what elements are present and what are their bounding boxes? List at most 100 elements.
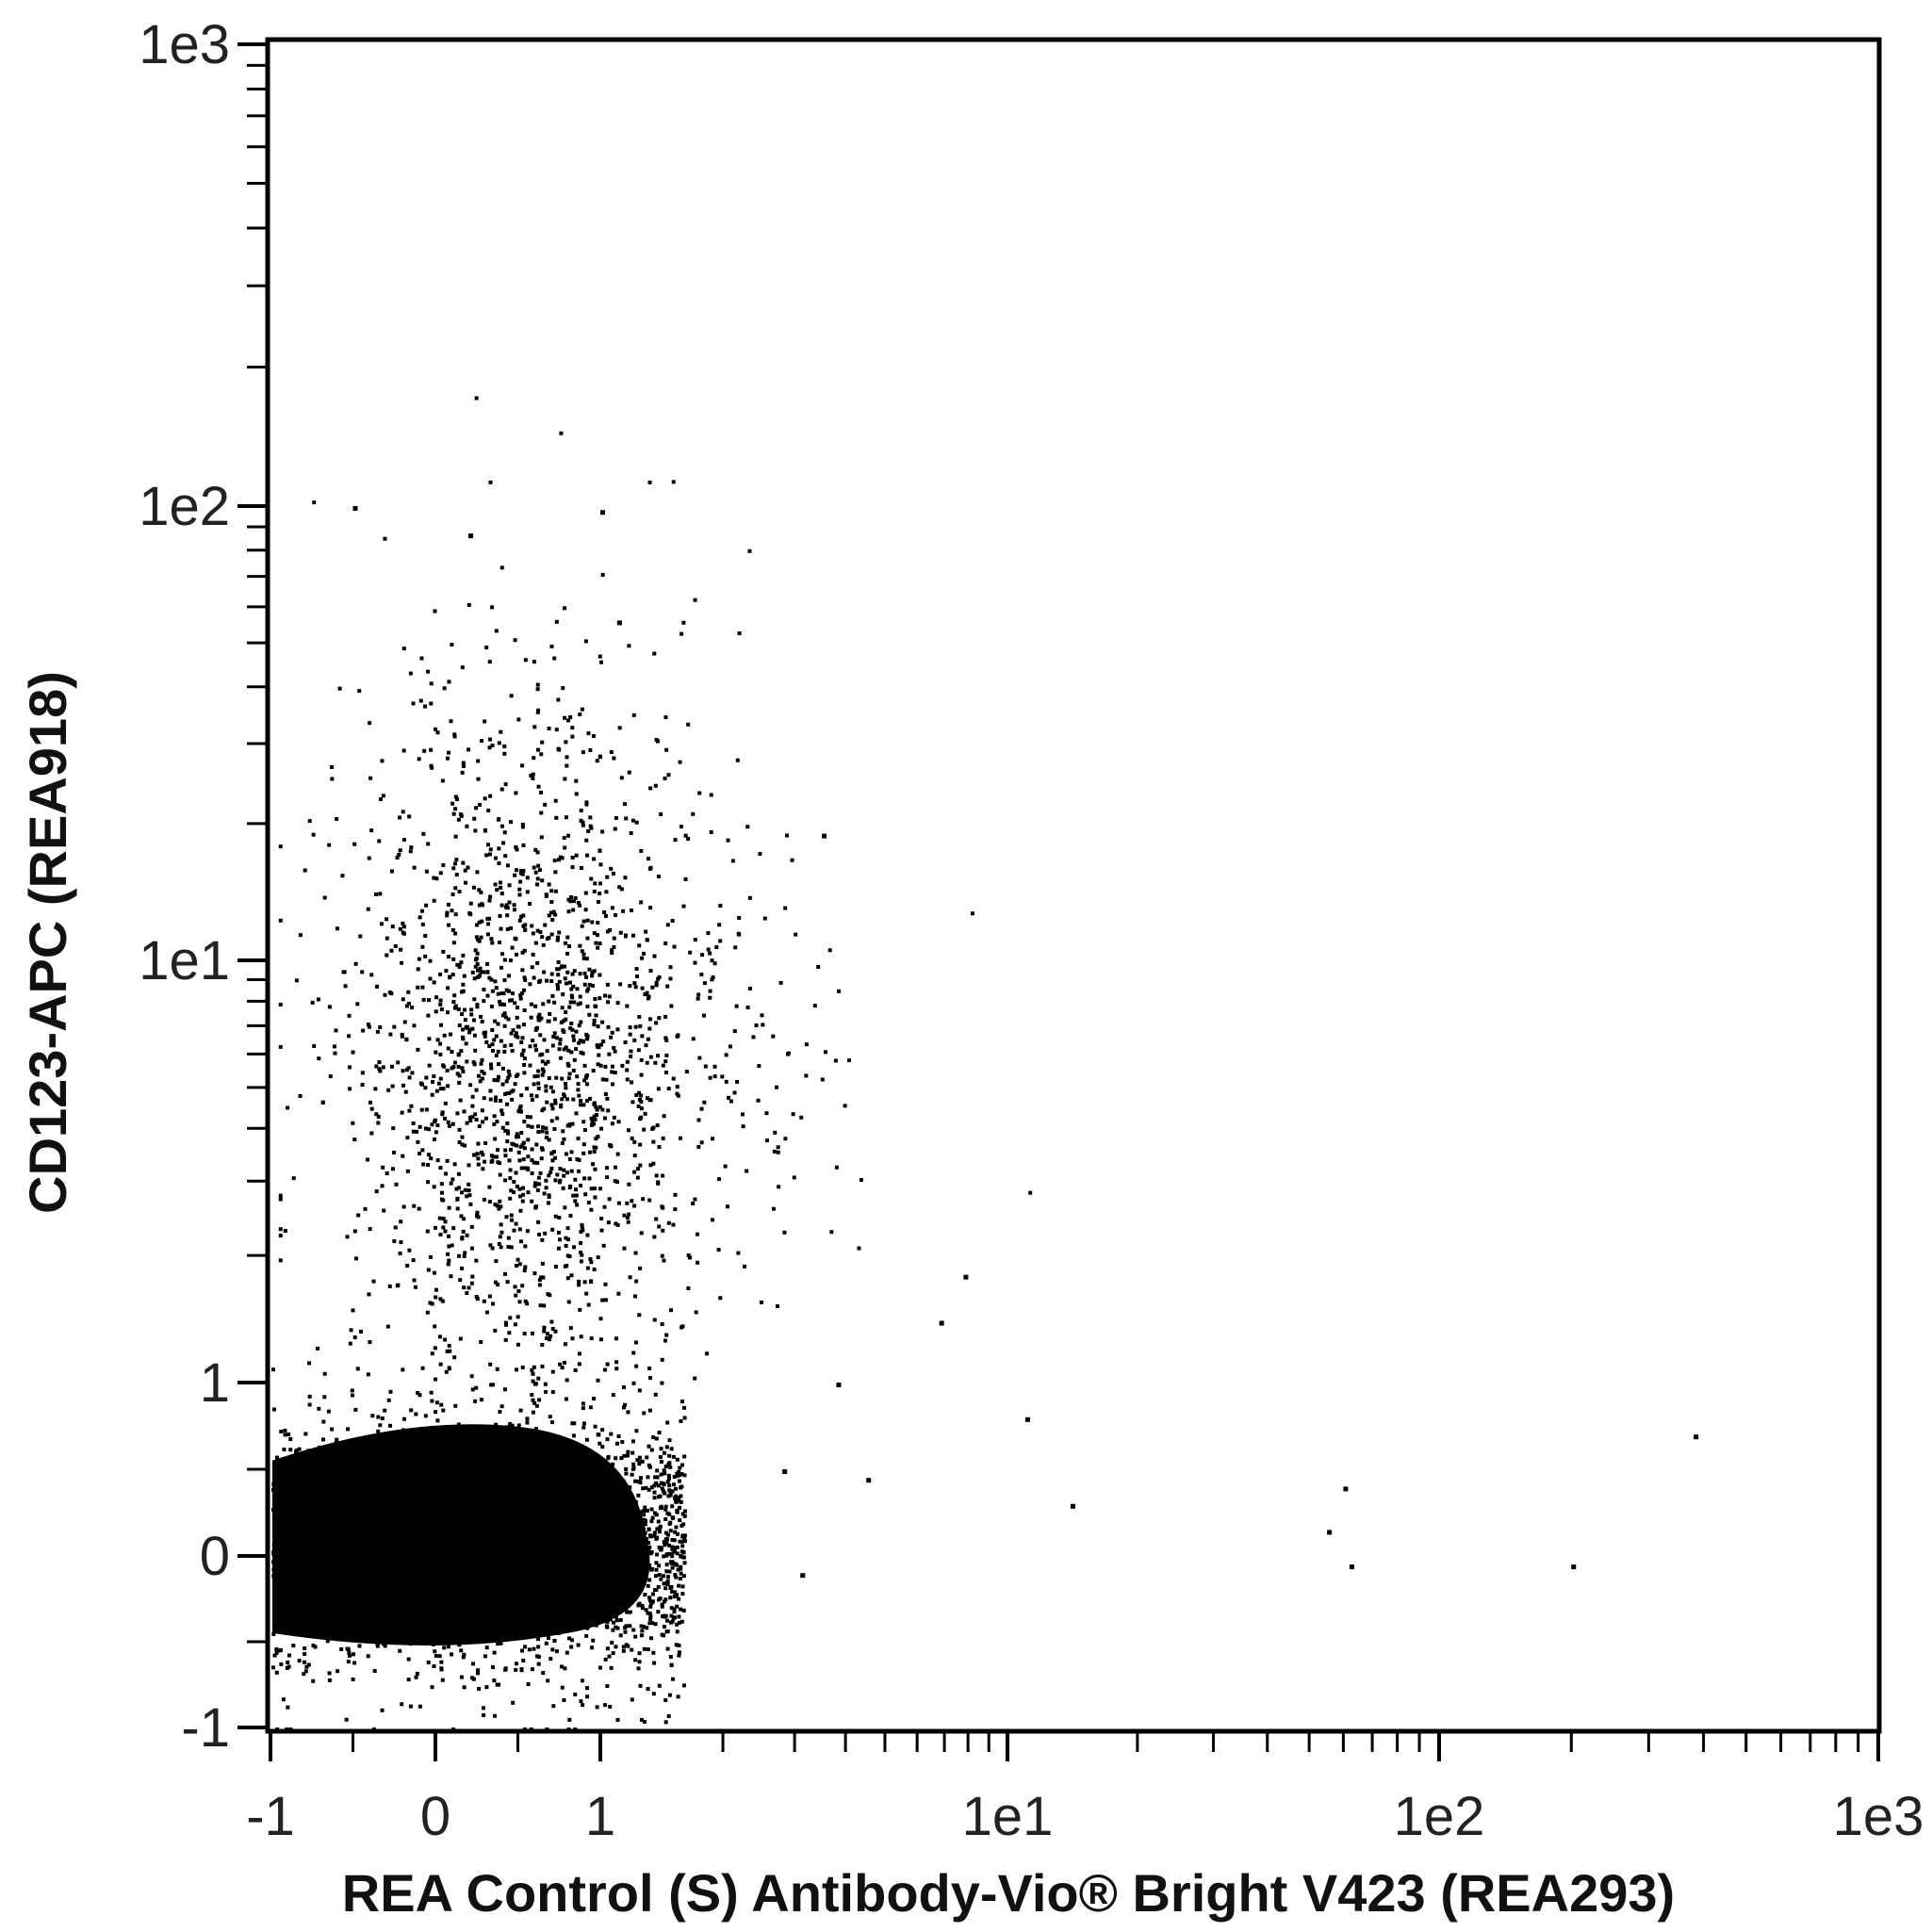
data-point <box>467 1476 471 1481</box>
data-point <box>449 719 453 724</box>
data-point <box>445 1349 450 1353</box>
data-point <box>488 1621 493 1626</box>
data-point <box>545 1130 549 1135</box>
data-point <box>570 1574 575 1579</box>
data-point <box>637 1097 642 1102</box>
data-point <box>609 1432 614 1436</box>
data-point <box>663 1338 667 1343</box>
data-point <box>668 965 673 970</box>
data-point <box>411 1639 416 1644</box>
data-point <box>675 1085 679 1089</box>
data-point <box>516 1437 521 1442</box>
data-point <box>644 1043 648 1048</box>
data-point <box>674 1575 679 1580</box>
data-point <box>432 1270 436 1275</box>
data-point <box>288 1479 293 1483</box>
data-point <box>489 1066 494 1071</box>
data-point <box>297 1519 302 1524</box>
data-point <box>607 994 612 999</box>
data-point <box>482 1712 486 1717</box>
data-point <box>361 1028 366 1033</box>
data-point <box>585 918 590 923</box>
data-point <box>678 1473 682 1478</box>
data-point <box>307 1617 312 1622</box>
data-point <box>494 1422 499 1427</box>
data-point <box>608 1617 613 1622</box>
data-point <box>516 1024 520 1029</box>
data-point <box>488 1243 493 1248</box>
data-point <box>518 993 523 998</box>
data-point <box>595 1043 599 1048</box>
data-point <box>507 1072 512 1077</box>
data-point <box>553 1264 558 1269</box>
data-point <box>532 1160 536 1165</box>
data-point <box>434 1089 439 1093</box>
data-point <box>458 1493 463 1498</box>
data-point <box>709 829 713 834</box>
data-point <box>389 1474 394 1479</box>
data-point <box>458 1555 463 1560</box>
data-point <box>297 1447 302 1451</box>
data-point <box>648 1017 653 1022</box>
data-point <box>640 1629 645 1633</box>
data-point <box>375 1538 380 1543</box>
data-point <box>321 1475 326 1480</box>
data-point <box>558 855 563 860</box>
data-point <box>502 751 507 756</box>
data-point <box>467 1182 471 1187</box>
data-point <box>488 1089 493 1093</box>
data-point <box>377 1480 382 1484</box>
data-point <box>463 1018 467 1023</box>
data-point <box>333 1051 337 1056</box>
data-point <box>598 1317 603 1321</box>
data-point <box>553 1539 558 1544</box>
data-point <box>560 1076 565 1081</box>
data-point <box>531 1398 535 1402</box>
data-point <box>472 1062 477 1067</box>
data-point <box>536 1376 541 1381</box>
data-point <box>509 1567 514 1572</box>
data-point <box>312 1568 317 1573</box>
data-point <box>494 1095 499 1100</box>
data-point <box>610 906 614 910</box>
data-point <box>558 1167 563 1171</box>
data-point <box>629 1049 633 1054</box>
data-point <box>480 739 484 744</box>
data-point <box>483 1141 488 1146</box>
data-point <box>574 1029 579 1034</box>
data-point <box>562 1092 566 1097</box>
data-point <box>471 1060 476 1065</box>
data-point <box>438 998 443 1003</box>
data-point <box>597 1053 601 1057</box>
data-point <box>467 1030 472 1035</box>
data-point <box>657 1545 662 1549</box>
data-point <box>480 1108 484 1113</box>
data-point <box>659 1577 663 1581</box>
data-point <box>530 1331 534 1335</box>
data-point <box>675 1457 679 1462</box>
data-point <box>551 1704 556 1709</box>
data-point <box>404 1627 409 1631</box>
data-point <box>757 1064 761 1069</box>
data-point <box>574 1111 579 1116</box>
data-point <box>418 1081 423 1086</box>
data-point <box>512 908 516 912</box>
data-point <box>647 1198 652 1203</box>
data-point <box>438 972 443 976</box>
data-point <box>711 1218 715 1222</box>
data-point <box>582 1590 587 1595</box>
data-point <box>647 1598 652 1603</box>
data-point <box>586 1200 591 1204</box>
data-point <box>514 937 518 941</box>
data-point <box>573 1727 578 1731</box>
data-point <box>349 1611 353 1615</box>
data-point <box>538 930 543 935</box>
data-point <box>508 1196 513 1201</box>
data-point <box>345 1502 350 1507</box>
data-point <box>425 1229 430 1234</box>
data-point <box>672 1595 677 1599</box>
data-point <box>526 1682 531 1687</box>
data-point <box>465 1570 469 1575</box>
data-point <box>609 1496 614 1500</box>
data-point <box>303 1669 308 1674</box>
